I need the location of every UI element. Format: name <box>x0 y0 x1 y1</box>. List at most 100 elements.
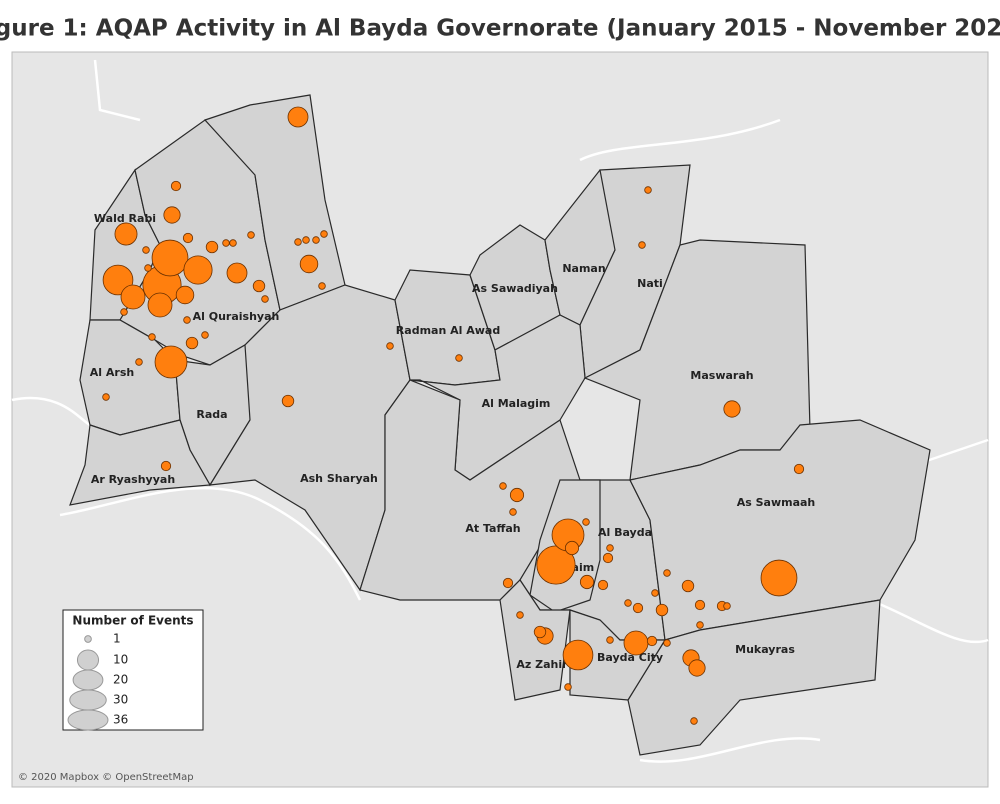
event-bubble <box>638 241 646 249</box>
event-bubble <box>299 254 319 274</box>
event-bubble <box>681 579 695 593</box>
event-bubble <box>597 579 609 591</box>
event-bubble <box>499 482 507 490</box>
event-bubble <box>102 393 110 401</box>
event-bubble <box>516 611 524 619</box>
event-bubble <box>281 394 295 408</box>
event-bubble <box>723 602 731 610</box>
event-bubble <box>185 336 199 350</box>
event-bubble <box>120 308 128 316</box>
event-bubble <box>147 292 173 318</box>
legend: 1 10 20 30 36 <box>67 632 128 731</box>
legend-circle <box>84 635 92 643</box>
event-bubble <box>114 222 138 246</box>
event-bubble <box>163 206 181 224</box>
event-bubble <box>182 232 194 244</box>
event-bubble <box>154 345 188 379</box>
district-label: Al Arsh <box>90 366 134 379</box>
event-bubble <box>312 236 320 244</box>
district-label: Al Malagim <box>482 397 551 410</box>
attribution: © 2020 Mapbox © OpenStreetMap <box>18 772 194 783</box>
district-label: Ar Ryashyyah <box>91 473 175 486</box>
event-bubble <box>201 331 209 339</box>
event-bubble <box>606 544 614 552</box>
event-bubble <box>602 552 614 564</box>
event-bubble <box>261 295 269 303</box>
event-bubble <box>205 240 219 254</box>
district-label: Ash Sharyah <box>300 472 378 485</box>
event-bubble <box>644 186 652 194</box>
event-bubble <box>252 279 266 293</box>
legend-circle <box>67 709 109 731</box>
district-label: Nati <box>637 277 663 290</box>
legend-title: Number of Events <box>72 614 193 628</box>
event-bubble <box>247 231 255 239</box>
event-bubble <box>690 717 698 725</box>
district-labels: Wald Rabi Al Quraishyah Al Arsh Rada Ar Ryas… <box>90 212 815 671</box>
event-bubble <box>564 540 580 556</box>
district-label: Wald Rabi <box>94 212 156 225</box>
district-label: At Taffah <box>465 522 520 535</box>
event-bubble <box>175 285 195 305</box>
event-bubble <box>688 659 706 677</box>
event-bubble <box>509 487 525 503</box>
event-bubble <box>582 518 590 526</box>
legend-circle <box>69 689 107 711</box>
legend-label: 36 <box>113 713 128 727</box>
legend-label: 20 <box>113 673 128 687</box>
event-bubble <box>624 599 632 607</box>
event-bubble <box>632 602 644 614</box>
event-bubble <box>651 589 659 597</box>
event-bubble <box>386 342 394 350</box>
district-label: As Sawmaah <box>737 496 816 509</box>
event-bubble <box>655 603 669 617</box>
legend-label: 1 <box>113 632 121 646</box>
event-bubble <box>183 255 213 285</box>
district-label: Rada <box>196 408 227 421</box>
district-label: Mukayras <box>735 643 795 656</box>
title: Figure 1: AQAP Activity in Al Bayda Gove… <box>0 16 1000 42</box>
event-bubble <box>287 106 309 128</box>
event-bubble <box>533 625 547 639</box>
legend-label: 30 <box>113 693 128 707</box>
event-bubble <box>663 569 671 577</box>
district-label: Naman <box>562 262 605 275</box>
event-bubble <box>696 621 704 629</box>
event-bubble <box>144 264 152 272</box>
event-bubble <box>509 508 517 516</box>
event-bubble <box>120 284 146 310</box>
event-bubble <box>183 316 191 324</box>
event-bubble <box>142 246 150 254</box>
district-label: Al Bayda <box>598 526 652 539</box>
event-bubble <box>646 635 658 647</box>
event-bubble <box>151 239 189 277</box>
event-bubble <box>222 239 230 247</box>
district-label: Al Bayda City <box>581 651 663 664</box>
event-bubble <box>170 180 182 192</box>
event-bubble <box>564 683 572 691</box>
event-bubble <box>606 636 614 644</box>
district-label: Maswarah <box>690 369 753 382</box>
legend-circle <box>76 649 100 671</box>
district-label: Radman Al Awad <box>396 324 500 337</box>
event-bubble <box>723 400 741 418</box>
district-label: As Sawadiyah <box>472 282 558 295</box>
event-bubble <box>694 599 706 611</box>
legend-circle <box>72 669 104 691</box>
event-bubble <box>226 262 248 284</box>
event-bubble <box>320 230 328 238</box>
event-bubble <box>623 630 649 656</box>
event-bubble <box>135 358 143 366</box>
event-bubble <box>318 282 326 290</box>
event-bubble <box>302 236 310 244</box>
event-bubble <box>455 354 463 362</box>
event-bubble <box>502 577 514 589</box>
event-bubble <box>579 574 595 590</box>
event-bubble <box>148 333 156 341</box>
district-label: Al Quraishyah <box>193 310 280 323</box>
event-bubble <box>229 239 237 247</box>
event-bubble <box>294 238 302 246</box>
roads <box>11 59 989 763</box>
event-bubble <box>663 639 671 647</box>
